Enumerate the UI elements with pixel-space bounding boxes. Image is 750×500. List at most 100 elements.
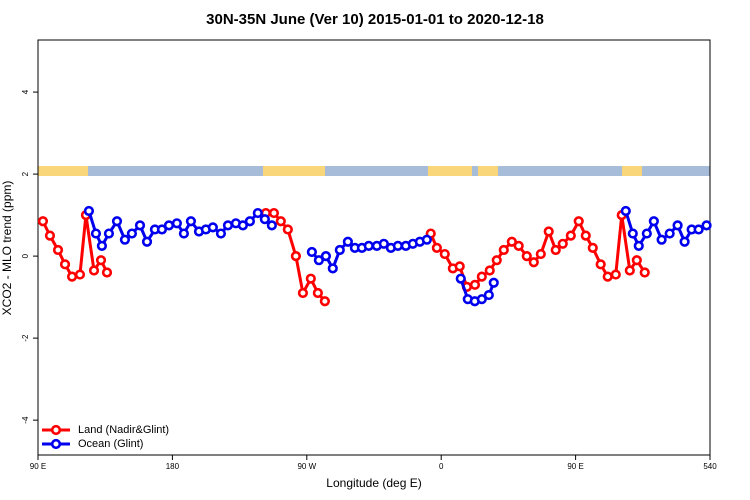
marker xyxy=(587,242,598,254)
marker xyxy=(306,246,317,258)
marker xyxy=(185,216,197,227)
marker xyxy=(259,214,270,225)
marker xyxy=(37,216,49,227)
marker xyxy=(156,224,168,235)
y-axis-label: XCO2 - MLO trend (ppm) xyxy=(0,181,14,316)
ocean-band xyxy=(38,166,710,176)
marker xyxy=(59,259,71,270)
marker xyxy=(491,255,502,266)
marker xyxy=(88,265,100,276)
x-tick-label: 90 W xyxy=(297,462,316,471)
marker xyxy=(290,251,301,262)
land-band xyxy=(428,166,472,176)
marker xyxy=(327,263,338,274)
marker xyxy=(252,207,263,219)
marker xyxy=(44,230,56,241)
marker xyxy=(275,216,286,227)
marker xyxy=(648,216,659,227)
marker xyxy=(454,261,465,272)
x-tick-label: 90 E xyxy=(567,462,583,471)
marker xyxy=(171,218,182,229)
marker xyxy=(469,279,481,290)
marker xyxy=(557,238,568,249)
marker xyxy=(679,236,690,247)
marker xyxy=(119,234,131,245)
marker xyxy=(215,228,227,239)
marker xyxy=(111,216,123,227)
marker xyxy=(573,216,584,227)
y-tick-label: -2 xyxy=(21,334,30,342)
marker xyxy=(244,216,256,227)
marker xyxy=(641,228,652,239)
marker xyxy=(297,287,309,299)
marker xyxy=(52,244,64,256)
marker xyxy=(506,236,517,247)
land-ocean-strip xyxy=(38,166,710,176)
marker xyxy=(431,242,442,254)
marker xyxy=(639,267,650,278)
marker xyxy=(528,257,539,268)
marker xyxy=(66,271,78,282)
marker xyxy=(498,244,509,256)
marker xyxy=(378,238,389,249)
legend-marker xyxy=(50,424,62,436)
marker xyxy=(476,294,487,305)
marker xyxy=(134,220,146,231)
marker xyxy=(74,269,86,280)
marker xyxy=(483,289,494,301)
marker xyxy=(550,244,561,256)
marker xyxy=(631,255,642,266)
land-band xyxy=(478,166,498,176)
x-tick-label: 0 xyxy=(439,462,444,471)
marker xyxy=(610,269,621,280)
marker xyxy=(266,220,277,231)
legend-label: Land (Nadir&Glint) xyxy=(78,424,169,436)
marker xyxy=(305,273,316,284)
land-band xyxy=(263,166,325,176)
x-tick-label: 540 xyxy=(703,462,717,471)
marker xyxy=(535,248,546,260)
marker xyxy=(207,222,218,233)
marker xyxy=(672,220,683,231)
marker xyxy=(521,251,532,262)
marker xyxy=(342,236,353,247)
marker xyxy=(95,255,107,266)
marker xyxy=(319,296,330,307)
marker xyxy=(484,265,495,276)
marker xyxy=(656,234,667,245)
marker xyxy=(488,277,499,288)
marker xyxy=(103,228,115,239)
marker xyxy=(580,230,591,241)
marker xyxy=(237,220,248,231)
marker xyxy=(664,228,675,239)
marker xyxy=(455,273,466,284)
legend-label: Ocean (Glint) xyxy=(78,438,143,450)
marker xyxy=(693,224,704,235)
marker xyxy=(313,255,324,266)
marker xyxy=(624,265,635,276)
marker xyxy=(513,240,524,251)
plot-frame xyxy=(37,39,711,456)
y-tick-label: -4 xyxy=(21,416,30,424)
marker xyxy=(96,240,108,251)
marker xyxy=(90,228,102,239)
marker xyxy=(83,205,95,217)
marker xyxy=(633,240,644,251)
marker xyxy=(222,220,234,231)
marker xyxy=(620,205,631,217)
marker xyxy=(178,228,189,239)
marker xyxy=(701,220,712,231)
marker xyxy=(163,220,175,231)
marker xyxy=(421,234,432,245)
marker xyxy=(565,230,576,241)
y-tick-label: 4 xyxy=(21,89,30,94)
x-tick-label: 90 E xyxy=(30,462,46,471)
marker xyxy=(126,228,138,239)
marker xyxy=(141,236,153,247)
marker xyxy=(602,271,613,282)
x-tick-label: 180 xyxy=(166,462,180,471)
legend-marker xyxy=(50,438,62,450)
marker xyxy=(268,207,280,219)
marker xyxy=(627,228,638,239)
